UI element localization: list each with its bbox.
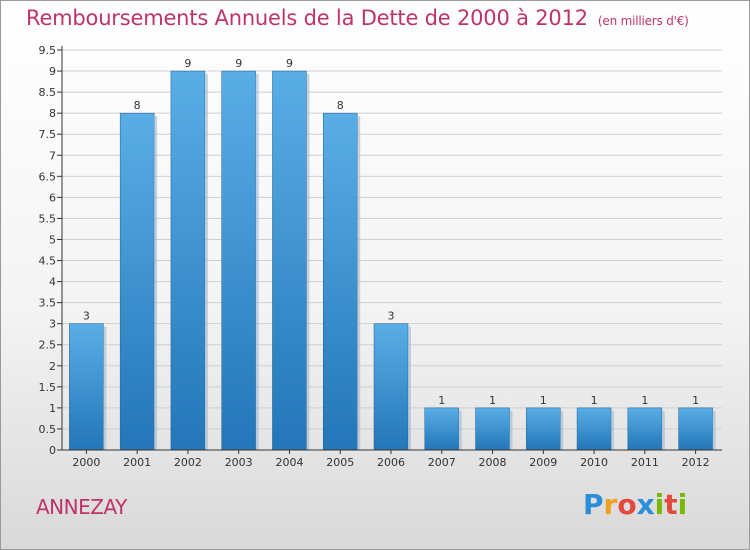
y-tick-label: 6.5: [39, 170, 57, 183]
chart-title-unit: (en milliers d'€): [597, 14, 689, 28]
y-tick-label: 6: [49, 191, 56, 204]
bar: [272, 70, 307, 451]
bar-shadow: [103, 326, 107, 450]
bar: [526, 407, 561, 451]
bar-shadow: [357, 116, 361, 450]
y-tick-label: 3: [49, 318, 56, 331]
bar: [69, 323, 104, 451]
x-tick-label: 2001: [123, 456, 151, 469]
y-tick-label: 1.5: [39, 381, 57, 394]
bar: [678, 407, 713, 451]
axis-layer: 0 0.5 1 1.5 2 2.5 3 3.5 4 4.5 5 5.5 6 6.5 7 7.5 8 8.5 9 9.5…: [39, 44, 722, 469]
logo-letter: x: [636, 488, 655, 521]
y-tick-label: 7: [49, 149, 56, 162]
bar-shadow: [204, 74, 208, 450]
bar: [221, 70, 256, 451]
bar-value-label: 9: [235, 57, 242, 70]
bar: [424, 407, 460, 451]
logo-letter: i: [654, 488, 665, 521]
bar-shadow: [255, 74, 259, 450]
bar-value-label: 8: [337, 99, 344, 112]
y-tick-label: 9: [49, 65, 56, 78]
bar-shadow: [154, 116, 158, 450]
bar: [576, 407, 612, 451]
y-tick-label: 9.5: [39, 44, 57, 57]
y-tick-label: 4.5: [39, 255, 57, 268]
bar: [119, 112, 155, 451]
x-tick-label: 2003: [225, 456, 253, 469]
bar: [170, 70, 206, 451]
x-tick-label: 2004: [275, 456, 303, 469]
x-tick-label: 2005: [326, 456, 354, 469]
x-tick-label: 2012: [682, 456, 710, 469]
bar-shadow: [712, 410, 716, 450]
bar-value-label: 1: [438, 394, 445, 407]
x-tick-label: 2006: [377, 456, 405, 469]
x-tick-label: 2011: [631, 456, 659, 469]
y-tick-label: 0: [49, 444, 56, 457]
bar: [627, 407, 663, 451]
logo-letter: t: [664, 488, 678, 521]
bar-value-label: 1: [591, 394, 598, 407]
chart-title: Remboursements Annuels de la Dette de 20…: [26, 6, 689, 30]
bar-shadow: [408, 326, 411, 450]
proxiti-logo: Proxiti: [583, 488, 687, 521]
x-tick-label: 2000: [72, 456, 100, 469]
x-tick-label: 2002: [174, 456, 202, 469]
y-tick-label: 0.5: [39, 423, 57, 436]
logo-letter: r: [603, 488, 618, 521]
bar-value-label: 3: [388, 310, 395, 323]
bar-shadow: [306, 74, 310, 450]
bar-shadow: [458, 410, 462, 450]
bar-value-label: 1: [489, 394, 496, 407]
bar-shadow: [611, 410, 615, 450]
y-tick-label: 5.5: [39, 212, 57, 225]
bar-value-label: 9: [286, 57, 293, 70]
y-tick-label: 3.5: [39, 297, 57, 310]
logo-letter: o: [617, 488, 637, 521]
y-tick-label: 1: [49, 402, 56, 415]
bar-shadow: [560, 410, 564, 450]
bar: [373, 323, 409, 451]
location-name: ANNEZAY: [36, 495, 127, 519]
bar-shadow: [509, 410, 513, 450]
bar-value-label: 1: [540, 394, 547, 407]
y-tick-label: 2.5: [39, 339, 57, 352]
bar: [475, 407, 510, 451]
y-tick-label: 7.5: [39, 128, 57, 141]
bar-shadow: [661, 410, 665, 450]
x-tick-label: 2007: [428, 456, 456, 469]
bar-layer: 3 8 9 9 9 8 3 1 1 1 1 1 1: [69, 57, 716, 451]
y-tick-label: 4: [49, 276, 56, 289]
bar-value-label: 3: [83, 310, 90, 323]
y-tick-label: 8: [49, 107, 56, 120]
bar-value-label: 8: [134, 99, 141, 112]
y-tick-label: 5: [49, 233, 56, 246]
logo-letter: i: [677, 488, 688, 521]
chart-title-text: Remboursements Annuels de la Dette de 20…: [26, 6, 588, 30]
bar: [322, 112, 358, 451]
x-tick-label: 2008: [479, 456, 507, 469]
y-tick-label: 2: [49, 360, 56, 373]
bar-value-label: 1: [641, 394, 648, 407]
x-tick-label: 2009: [529, 456, 557, 469]
bar-value-label: 1: [692, 394, 699, 407]
logo-letter: P: [583, 488, 604, 521]
x-tick-label: 2010: [580, 456, 608, 469]
y-tick-label: 8.5: [39, 86, 57, 99]
bar-value-label: 9: [184, 57, 191, 70]
